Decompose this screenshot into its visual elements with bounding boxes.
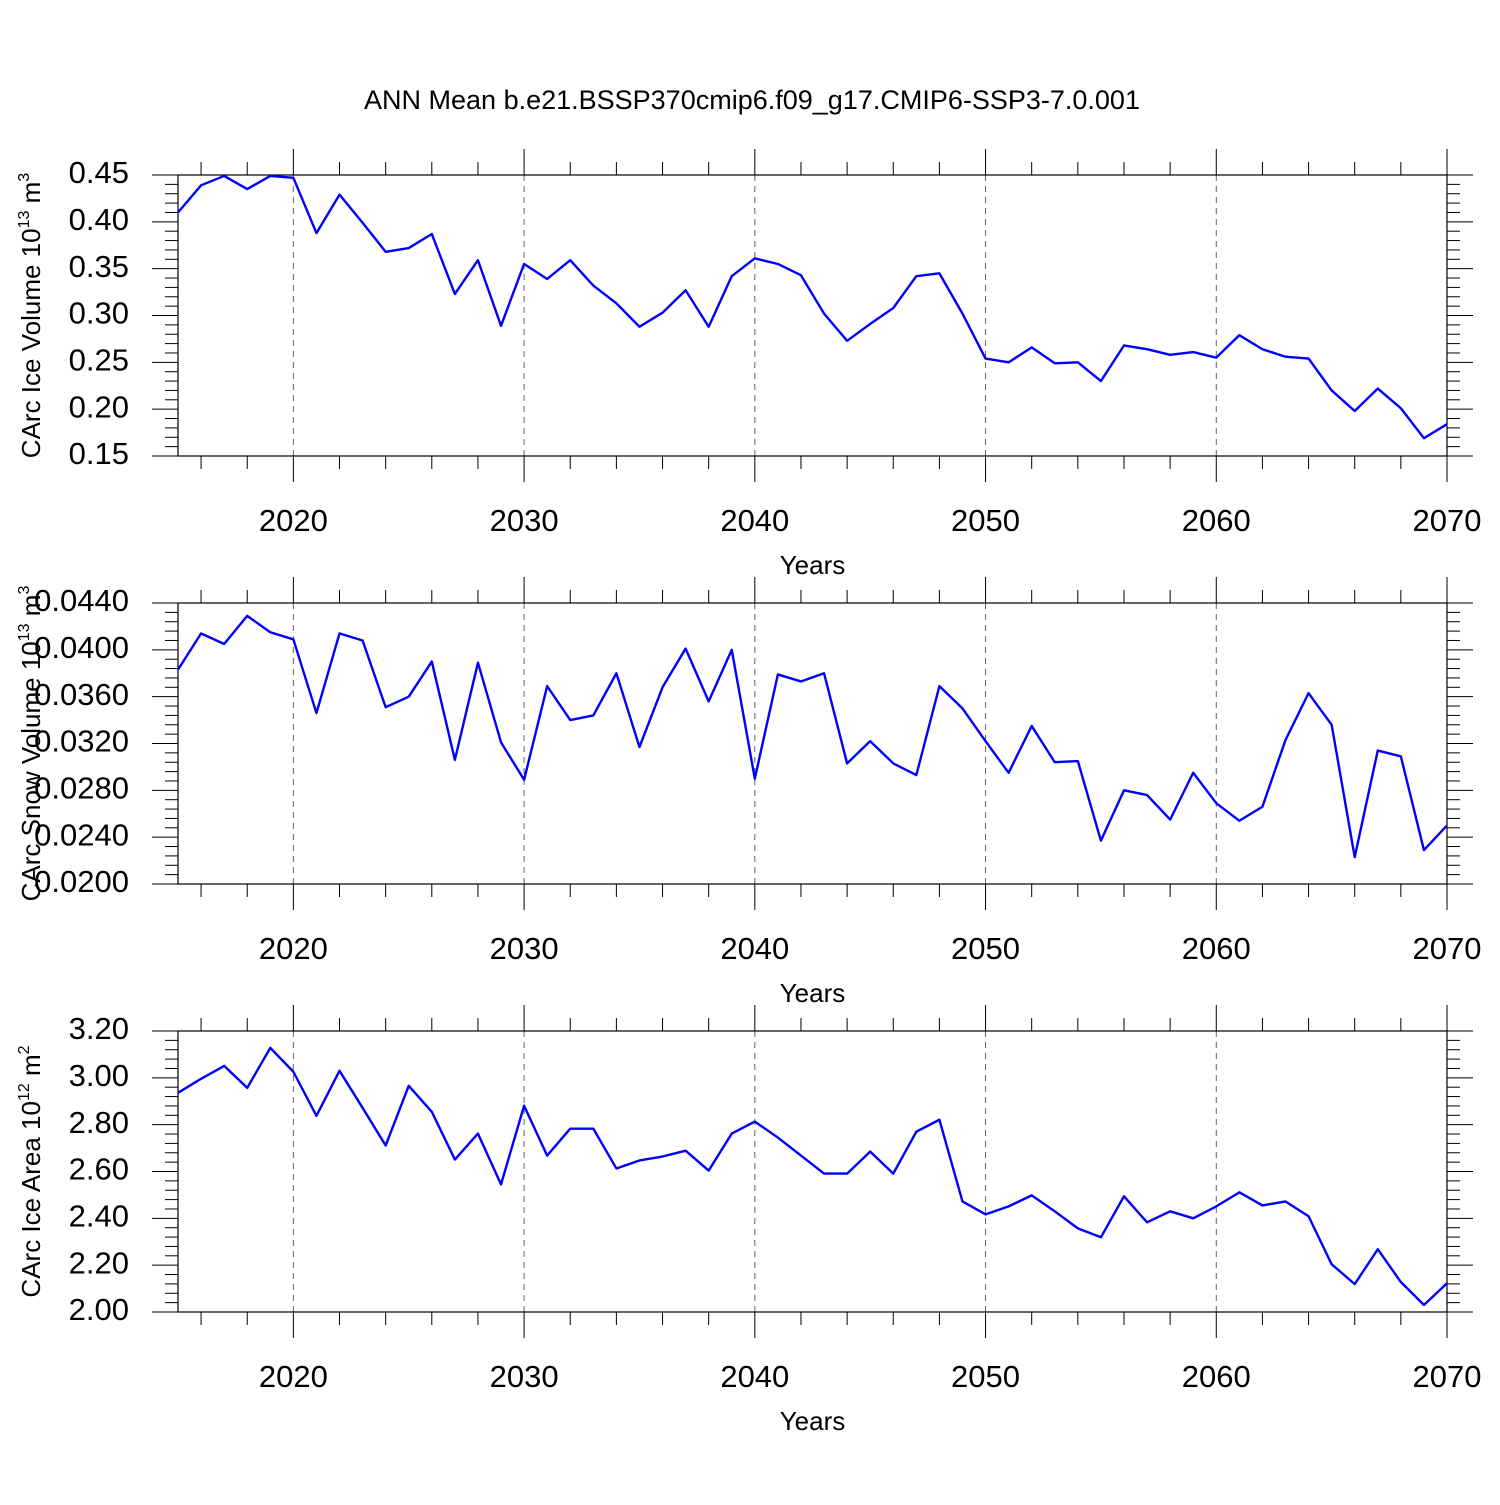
y-tick-label: 0.0440 bbox=[34, 583, 129, 618]
y-tick-label: 0.0320 bbox=[34, 724, 129, 759]
y-tick-label: 2.60 bbox=[69, 1152, 129, 1187]
data-line bbox=[176, 614, 1448, 859]
y-tick-label: 0.35 bbox=[69, 249, 129, 284]
y-tick-label: 0.0360 bbox=[34, 677, 129, 712]
panel: 2020 2030 2040 2050 2060 2070 2.00 2.20 2.40 2.60… bbox=[16, 1005, 1481, 1436]
y-tick-label: 0.40 bbox=[69, 202, 129, 237]
y-tick-label: 0.25 bbox=[69, 343, 129, 378]
y-tick-label: 0.0280 bbox=[34, 771, 129, 806]
y-tick-label: 2.80 bbox=[69, 1105, 129, 1140]
y-axis-title-text: CArc Ice Area 10 bbox=[16, 1101, 46, 1298]
y-tick-label: 0.15 bbox=[69, 436, 129, 471]
x-tick-label: 2040 bbox=[720, 503, 789, 538]
y-axis-title-exp: 12 bbox=[16, 1083, 33, 1101]
y-tick-label: 0.45 bbox=[69, 155, 129, 190]
x-tick-label: 2070 bbox=[1413, 931, 1482, 966]
x-tick-label: 2050 bbox=[951, 503, 1020, 538]
data-line bbox=[177, 174, 1448, 440]
x-tick-label: 2020 bbox=[259, 931, 328, 966]
x-tick-label: 2040 bbox=[720, 1359, 789, 1394]
y-tick-label: 0.20 bbox=[69, 389, 129, 424]
plot-frame bbox=[177, 1030, 1448, 1313]
y-tick-label: 3.00 bbox=[69, 1058, 129, 1093]
chart-title: ANN Mean b.e21.BSSP370cmip6.f09_g17.CMIP… bbox=[364, 85, 1140, 115]
x-tick-label: 2040 bbox=[720, 931, 789, 966]
x-axis-title: Years bbox=[780, 550, 846, 580]
x-tick-label: 2020 bbox=[259, 503, 328, 538]
x-tick-label: 2060 bbox=[1182, 931, 1251, 966]
x-axis-title: Years bbox=[780, 1406, 846, 1436]
x-tick-label: 2070 bbox=[1413, 1359, 1482, 1394]
y-axis-title-unit: m bbox=[16, 1054, 46, 1083]
y-axis-title-unit: m bbox=[16, 595, 46, 624]
plot-frame bbox=[177, 174, 1448, 457]
y-axis-title-unit: m bbox=[16, 182, 46, 211]
panel: 2020 2030 2040 2050 2060 2070 0.0200 0.0240 0.02… bbox=[16, 577, 1481, 1008]
x-axis-title: Years bbox=[780, 978, 846, 1008]
y-axis-title-exp: 13 bbox=[16, 623, 33, 641]
y-axis-title: CArc Ice Volume 1013 m3 bbox=[16, 173, 46, 458]
y-tick-label: 0.30 bbox=[69, 296, 129, 331]
x-tick-label: 2060 bbox=[1182, 1359, 1251, 1394]
x-tick-label: 2030 bbox=[490, 931, 559, 966]
data-line bbox=[177, 1046, 1448, 1307]
y-tick-label: 0.0240 bbox=[34, 817, 129, 852]
y-axis-title-unit-exp: 3 bbox=[16, 173, 33, 182]
x-tick-label: 2050 bbox=[951, 1359, 1020, 1394]
y-axis-title-text: CArc Snow Volume 10 bbox=[16, 641, 46, 901]
panel: 2020 2030 2040 2050 2060 2070 0.15 0.20 0.25 0.30… bbox=[16, 149, 1481, 580]
y-axis-title-unit-exp: 3 bbox=[16, 586, 33, 595]
y-axis-title-text: CArc Ice Volume 10 bbox=[16, 228, 46, 458]
y-tick-label: 2.00 bbox=[69, 1292, 129, 1327]
y-axis-title-unit-exp: 2 bbox=[16, 1045, 33, 1054]
y-tick-label: 0.0200 bbox=[34, 864, 129, 899]
y-tick-label: 2.20 bbox=[69, 1245, 129, 1280]
plot-frame bbox=[177, 602, 1448, 885]
x-tick-label: 2060 bbox=[1182, 503, 1251, 538]
x-tick-label: 2020 bbox=[259, 1359, 328, 1394]
y-axis-title: CArc Snow Volume 1013 m3 bbox=[16, 586, 46, 902]
y-axis-title: CArc Ice Area 1012 m2 bbox=[16, 1045, 46, 1297]
y-tick-label: 2.40 bbox=[69, 1199, 129, 1234]
y-tick-label: 0.0400 bbox=[34, 630, 129, 665]
x-tick-label: 2030 bbox=[490, 1359, 559, 1394]
x-tick-label: 2050 bbox=[951, 931, 1020, 966]
y-axis-title-exp: 13 bbox=[16, 211, 33, 229]
x-tick-label: 2030 bbox=[490, 503, 559, 538]
y-tick-label: 3.20 bbox=[69, 1011, 129, 1046]
x-tick-label: 2070 bbox=[1413, 503, 1482, 538]
